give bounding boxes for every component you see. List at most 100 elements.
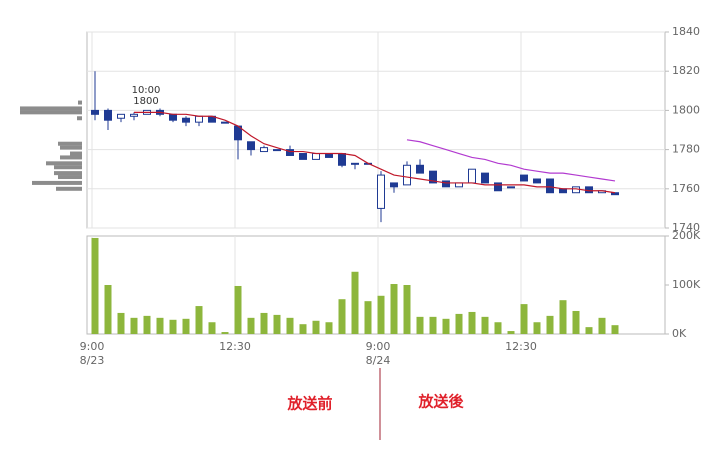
candle-body [533, 178, 541, 184]
candle-body [481, 172, 489, 184]
volume-bar [481, 316, 489, 334]
x-tick-label: 9:00 [366, 340, 391, 353]
volume-bar [364, 301, 372, 334]
moving-average [134, 111, 616, 194]
candle-body [494, 182, 502, 192]
volume-bar [559, 300, 567, 334]
candle-body [260, 147, 268, 153]
candle-body [91, 109, 99, 115]
volume-bar [416, 316, 424, 334]
volume-bar [273, 314, 281, 334]
candle-body [585, 186, 593, 194]
candle-body [117, 113, 125, 119]
y-tick-label: 1740 [672, 221, 700, 234]
volume-bar [156, 317, 164, 334]
profile-bar [56, 186, 82, 191]
volume-bar [169, 319, 177, 334]
candle-body [468, 168, 476, 184]
candle-body [403, 164, 411, 186]
candle-body [429, 170, 437, 184]
annotation-price: 1800 [133, 96, 158, 107]
volume-bar [546, 315, 554, 334]
candle-body [390, 182, 398, 188]
candle-body [416, 164, 424, 174]
volume-bar [104, 285, 112, 334]
volume-bar [195, 306, 203, 334]
profile-bar [77, 116, 82, 121]
volume-bar [429, 316, 437, 334]
candle-body [351, 162, 359, 165]
volume-bar [455, 313, 463, 334]
volume-bar [130, 317, 138, 334]
candle-body [520, 174, 528, 182]
volume-bar [533, 322, 541, 334]
volume-bar [468, 311, 476, 334]
volume-bar [234, 285, 242, 334]
profile-bar [60, 155, 82, 160]
candle-body [130, 113, 138, 117]
profile-bar [32, 180, 82, 185]
candle-body [546, 178, 554, 194]
volume-bar [338, 299, 346, 334]
y2-tick-label: 200K [672, 229, 701, 242]
volume-bar [299, 324, 307, 334]
profile-bar [78, 100, 82, 105]
profile-bar [60, 145, 82, 150]
price-panel [86, 31, 666, 229]
volume-bar [143, 315, 151, 334]
x-tick-label: 12:30 [219, 340, 251, 353]
volume-bar [351, 271, 359, 334]
candle-body [377, 174, 385, 209]
candle-body [221, 121, 229, 124]
volume-bar [390, 284, 398, 334]
candle-body [104, 109, 112, 121]
y2-tick-label: 0K [672, 327, 687, 340]
volume-bar [507, 331, 515, 334]
volume-bar [494, 322, 502, 334]
profile-bar [58, 175, 82, 180]
candle-body [572, 186, 580, 194]
moving-average [406, 139, 616, 182]
candle-body [299, 153, 307, 160]
y-tick-label: 1840 [672, 25, 700, 38]
volume-bar [260, 312, 268, 334]
candle-body [286, 149, 294, 156]
annotation-time: 10:00 [132, 85, 161, 96]
volume-bar [403, 285, 411, 334]
profile-bar [58, 141, 82, 146]
candle-body [182, 117, 190, 123]
after-label: 放送後 [417, 393, 464, 411]
y-tick-label: 1760 [672, 182, 700, 195]
candle-body [247, 141, 255, 151]
volume-bar [520, 304, 528, 334]
y-tick-label: 1800 [672, 103, 700, 116]
volume-bar [117, 312, 125, 334]
x-tick-label: 9:00 [80, 340, 105, 353]
before-label: 放送前 [286, 395, 332, 413]
date-label: 8/23 [80, 354, 105, 367]
volume-bar [611, 325, 619, 334]
volume-bar [208, 322, 216, 334]
volume-bar [585, 327, 593, 334]
profile-bar [70, 151, 82, 156]
candle-body [312, 153, 320, 160]
volume-bar [442, 318, 450, 334]
y-tick-label: 1780 [672, 143, 700, 156]
volume-bar [325, 322, 333, 334]
profile-bar [54, 165, 82, 170]
candle-body [611, 192, 619, 196]
volume-bar [182, 318, 190, 334]
candle-body [338, 153, 346, 166]
date-label: 8/24 [366, 354, 391, 367]
profile-bar [20, 110, 82, 115]
candle-body [273, 149, 281, 152]
candle-body [195, 115, 203, 123]
volume-bar [221, 332, 229, 334]
y2-tick-label: 100K [672, 278, 701, 291]
volume-bar [247, 317, 255, 334]
volume-bar [286, 317, 294, 334]
profile-bar [46, 161, 82, 166]
volume-bar [312, 320, 320, 334]
y-tick-label: 1820 [672, 64, 700, 77]
